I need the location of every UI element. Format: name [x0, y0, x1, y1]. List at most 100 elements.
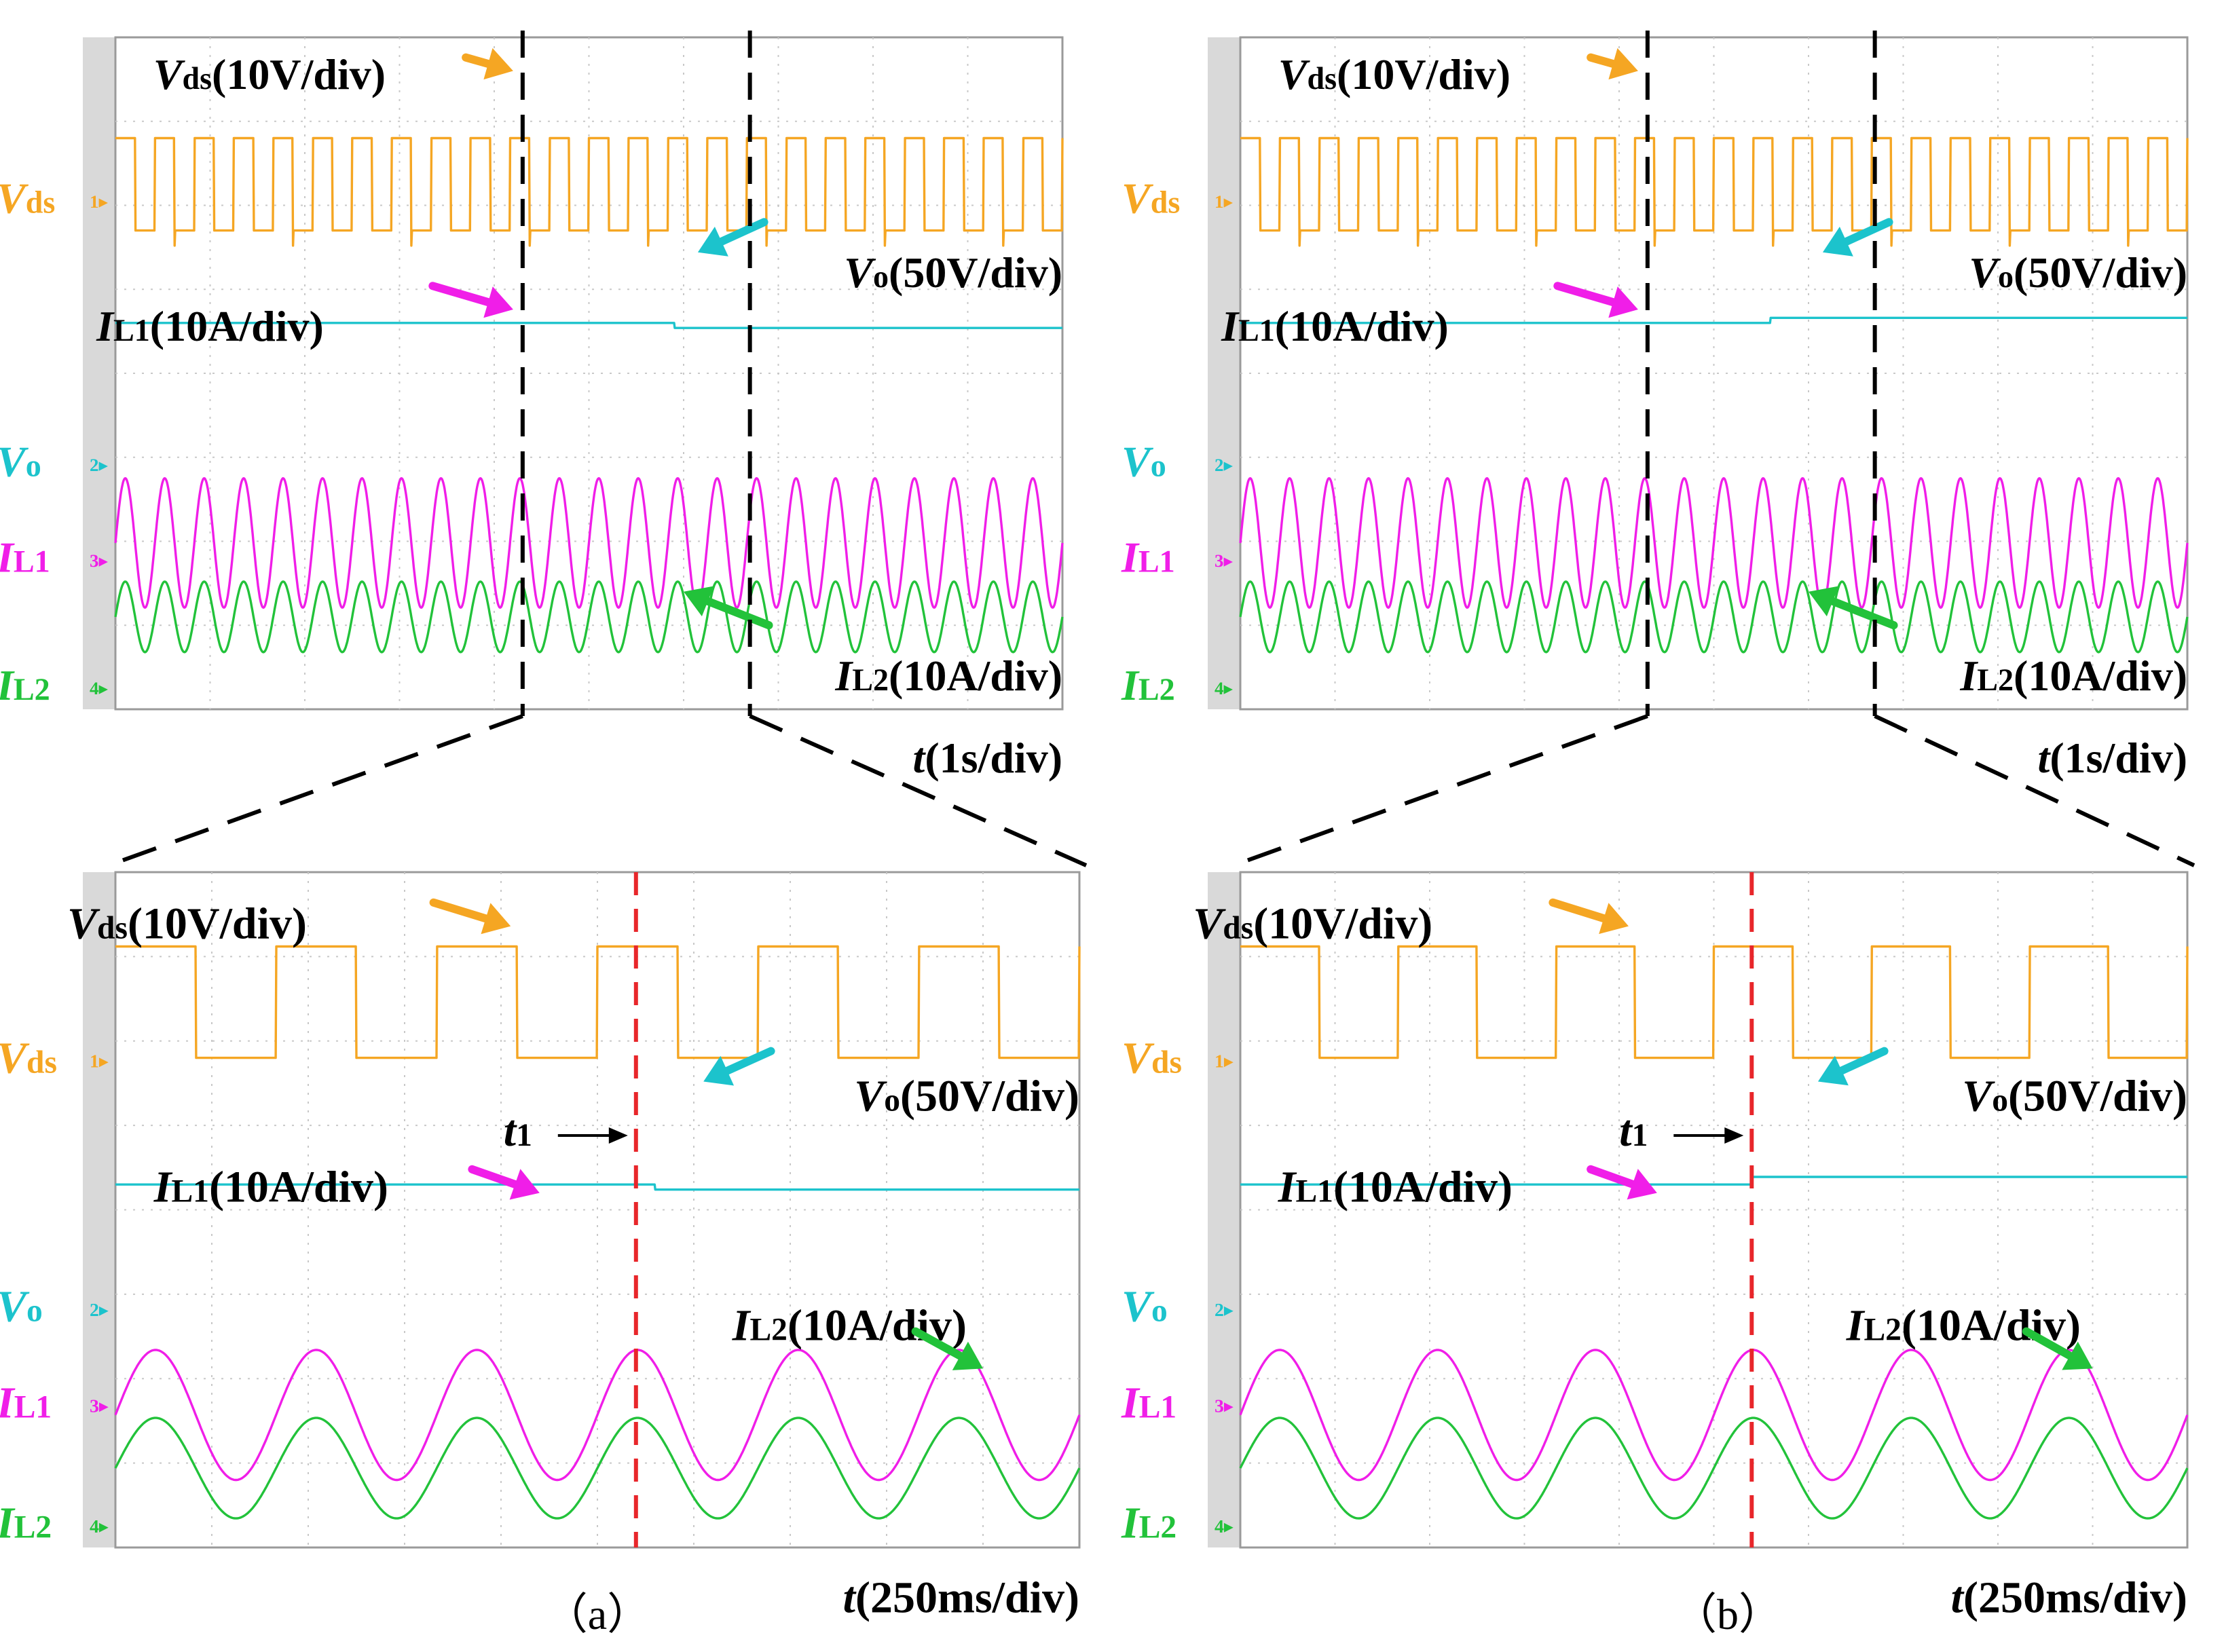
- il2-scale-label: IL2(10A/div): [1959, 652, 2187, 700]
- pointer-arrow-head: [1822, 227, 1853, 257]
- il1-scale-label: IL1(10A/div): [153, 1163, 388, 1212]
- pointer-arrow-head: [509, 1169, 540, 1200]
- zoom-guide-right: [1874, 714, 2195, 867]
- trace-vo: [1240, 316, 2188, 324]
- channel-marker-1: 1▸: [1215, 1050, 1234, 1071]
- channel-marker-3: 3▸: [90, 550, 108, 571]
- scope-side-strip: [1208, 37, 1240, 709]
- channel-name-l1: IL1: [1121, 533, 1175, 582]
- scope-side-strip: [83, 872, 115, 1547]
- channel-marker-2: 2▸: [90, 1299, 109, 1320]
- pointer-arrow-shaft: [1553, 282, 1618, 307]
- pointer-arrow-shaft: [1587, 1165, 1637, 1188]
- vo-scale-label: Vo(50V/div): [844, 248, 1062, 297]
- scope-panel-b-bottom: Vds 1▸ Vo 2▸ IL1 3▸ IL2 4▸ Vds(10V/div) Vo(50V/di…: [1121, 871, 2189, 1623]
- channel-name-l2: IL2: [1121, 661, 1175, 709]
- zoom-guide-right: [749, 714, 1088, 867]
- time-scale-label: t(250ms/div): [1951, 1573, 2187, 1623]
- pointer-arrow-head: [481, 903, 511, 935]
- pointer-arrow-shaft: [703, 597, 773, 630]
- time-scale-label: t(1s/div): [913, 734, 1062, 782]
- pointer-arrow-shaft: [429, 898, 490, 923]
- vo-scale-label: Vo(50V/div): [1969, 248, 2187, 297]
- pointer-arrow-head: [684, 586, 714, 617]
- channel-marker-3: 3▸: [1215, 1395, 1234, 1416]
- channel-marker-3: 3▸: [1215, 550, 1233, 571]
- channel-marker-4: 4▸: [90, 678, 108, 698]
- channel-name-l2: IL2: [0, 661, 50, 709]
- zoom-guide-left: [107, 714, 523, 867]
- pointer-arrow-shaft: [2022, 1327, 2075, 1360]
- channel-name-l2: IL2: [0, 1499, 52, 1548]
- trace-il1: [114, 1349, 1081, 1482]
- pointer-arrow-shaft: [428, 282, 493, 307]
- pointer-arrow-head: [1608, 48, 1638, 80]
- pointer-arrow-shaft: [1549, 898, 1608, 923]
- channel-name-ds: Vds: [1122, 174, 1180, 223]
- time-scale-label: t(1s/div): [2038, 734, 2187, 782]
- trace-vds: [115, 136, 1064, 247]
- channel-marker-1: 1▸: [90, 1050, 109, 1071]
- channel-marker-1: 1▸: [90, 191, 108, 212]
- scope-panel-a-bottom: Vds 1▸ Vo 2▸ IL1 3▸ IL2 4▸ Vds(10V/div) Vo(50V/di…: [0, 871, 1081, 1623]
- t1-arrow-head: [1724, 1127, 1744, 1144]
- zoom-guide-left: [1232, 714, 1648, 867]
- channel-name-o: Vo: [0, 1282, 43, 1332]
- scope-side-strip: [83, 37, 115, 709]
- vds-scale-label: Vds(10V/div): [1193, 899, 1432, 949]
- trace-il2: [114, 1416, 1081, 1520]
- trace-vds: [1240, 136, 2189, 247]
- trace-il2: [1239, 1416, 2189, 1520]
- channel-marker-4: 4▸: [1215, 1516, 1234, 1537]
- pointer-arrow-head: [483, 48, 513, 80]
- channel-marker-2: 2▸: [1215, 1299, 1234, 1320]
- t1-label: t1: [1619, 1106, 1648, 1156]
- trace-vds: [115, 945, 1081, 1059]
- pointer-arrow-head: [703, 1055, 735, 1086]
- channel-name-ds: Vds: [1122, 1033, 1182, 1083]
- t1-arrow-head: [608, 1127, 628, 1144]
- pointer-arrow-shaft: [1837, 1047, 1889, 1075]
- pointer-arrow-head: [697, 227, 728, 257]
- pointer-arrow-head: [483, 286, 513, 318]
- pointer-arrow-head: [1809, 586, 1839, 617]
- pointer-arrow-shaft: [1842, 218, 1893, 246]
- channel-name-o: Vo: [1122, 438, 1166, 486]
- pointer-arrow-head: [1817, 1055, 1849, 1086]
- pointer-arrow-shaft: [1587, 53, 1617, 69]
- pointer-arrow-head: [952, 1341, 983, 1370]
- channel-name-o: Vo: [1122, 1282, 1168, 1332]
- trace-vo: [1240, 1176, 2188, 1186]
- channel-name-l2: IL2: [1121, 1499, 1176, 1548]
- trace-vds: [1240, 945, 2189, 1059]
- channel-name-o: Vo: [0, 438, 41, 486]
- pointer-arrow-shaft: [468, 1165, 519, 1188]
- trace-vo: [115, 322, 1063, 329]
- channel-marker-4: 4▸: [1215, 678, 1233, 698]
- scope-panel-a-top: Vds 1▸ Vo 2▸ IL1 3▸ IL2 4▸ Vds(10V/div) Vo(50V/di…: [0, 31, 1064, 782]
- panel-caption: （b）: [1673, 1590, 1782, 1638]
- pointer-arrow-shaft: [723, 1047, 775, 1075]
- pointer-arrow-head: [1608, 286, 1638, 318]
- t1-label: t1: [504, 1106, 532, 1156]
- vo-scale-label: Vo(50V/div): [1962, 1071, 2187, 1121]
- il1-scale-label: IL1(10A/div): [96, 302, 324, 350]
- channel-name-ds: Vds: [0, 174, 55, 223]
- vo-scale-label: Vo(50V/div): [854, 1071, 1079, 1121]
- pointer-arrow-shaft: [462, 53, 492, 69]
- pointer-arrow-shaft: [1828, 597, 1898, 630]
- time-scale-label: t(250ms/div): [843, 1573, 1079, 1623]
- il1-scale-label: IL1(10A/div): [1221, 302, 1449, 350]
- pointer-arrow-head: [1599, 903, 1629, 935]
- scope-panel-b-top: Vds 1▸ Vo 2▸ IL1 3▸ IL2 4▸ Vds(10V/div) Vo(50V/di…: [1121, 31, 2189, 782]
- il2-scale-label: IL2(10A/div): [834, 652, 1062, 700]
- channel-marker-2: 2▸: [90, 455, 108, 475]
- il1-scale-label: IL1(10A/div): [1278, 1163, 1513, 1212]
- pointer-arrow-head: [2062, 1341, 2093, 1370]
- channel-marker-3: 3▸: [90, 1395, 109, 1416]
- channel-marker-2: 2▸: [1215, 455, 1233, 475]
- channel-marker-4: 4▸: [90, 1516, 109, 1537]
- vds-scale-label: Vds(10V/div): [1278, 50, 1511, 98]
- channel-name-l1: IL1: [0, 533, 50, 582]
